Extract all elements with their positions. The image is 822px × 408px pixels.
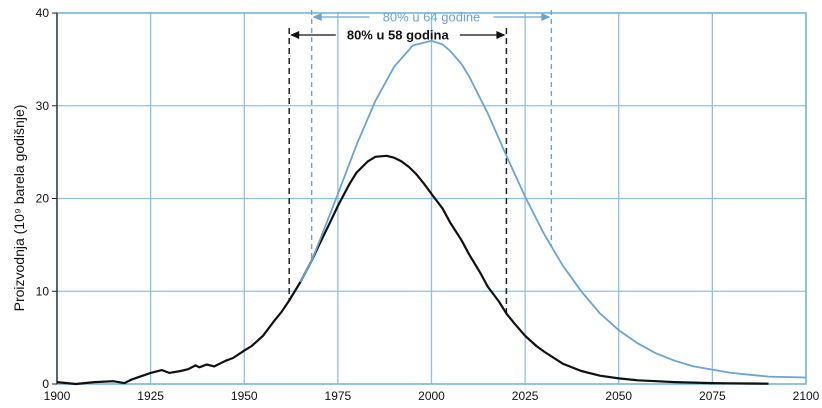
series-line-blue [299,39,807,379]
y-tick-label-40: 40 [36,6,50,20]
x-tick-label-2100: 2100 [793,389,820,403]
x-tick-label-1950: 1950 [231,389,258,403]
x-axis-ticks: 1900 1925 1950 1975 2000 2025 2050 2075 2100 [44,389,820,403]
arrowhead-left-black [290,31,300,39]
x-tick-label-2050: 2050 [605,389,632,403]
annotation-label-black: 80% u 58 godina [347,28,450,43]
y-tick-label-20: 20 [36,192,50,206]
annotation-label-blue: 80% u 64 godine [383,10,481,25]
y-tick-label-30: 30 [36,99,50,113]
arrowhead-right-black [496,31,506,39]
x-tick-label-1975: 1975 [325,389,352,403]
annotation-boundaries [288,10,553,314]
arrowhead-left-blue [312,13,322,21]
y-tick-label-0: 0 [42,377,49,391]
x-tick-label-2025: 2025 [512,389,539,403]
y-axis-label: Proizvodnja (10⁹ barela godišnje) [11,105,27,312]
series-lines [56,39,807,386]
y-tick-label-10: 10 [36,284,50,298]
x-tick-label-2075: 2075 [699,389,726,403]
chart-grid [56,12,807,385]
series-line-black [56,154,769,386]
x-tick-label-1925: 1925 [137,389,164,403]
arrowhead-right-blue [541,13,551,21]
x-tick-label-2000: 2000 [418,389,445,403]
annotation-arrows: 80% u 58 godina 80% u 64 godine [290,10,551,43]
y-axis-ticks: 0 10 20 30 40 [36,6,57,391]
x-tick-label-1900: 1900 [44,389,71,403]
